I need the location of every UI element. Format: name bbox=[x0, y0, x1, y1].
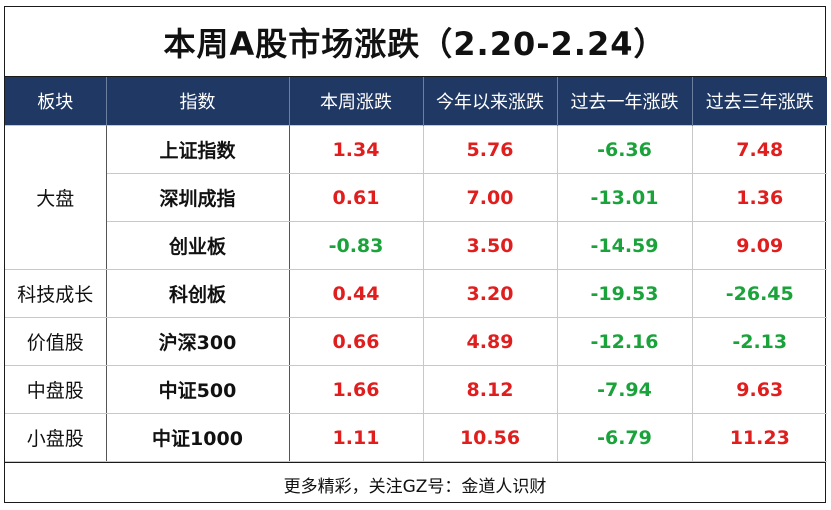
one-year-change: -19.53 bbox=[556, 269, 693, 318]
ytd-change: 8.12 bbox=[422, 365, 558, 414]
table-row: 大盘 上证指数 1.34 5.76 -6.36 7.48 bbox=[5, 125, 827, 270]
ytd-change: 3.50 bbox=[422, 221, 558, 270]
three-year-change: -26.45 bbox=[691, 269, 827, 318]
index-name: 中证500 bbox=[105, 365, 290, 414]
one-year-change: -6.36 bbox=[556, 125, 693, 174]
group-mid-cap: 中盘股 bbox=[5, 365, 107, 414]
week-change: 0.66 bbox=[288, 317, 424, 366]
ytd-change: 10.56 bbox=[422, 413, 558, 462]
table-row: 中盘股 中证500 1.66 8.12 -7.94 9.63 bbox=[5, 365, 827, 414]
week-change: 1.66 bbox=[288, 365, 424, 414]
header-one-year-change: 过去一年涨跌 bbox=[556, 77, 692, 126]
three-year-change: -2.13 bbox=[691, 317, 827, 366]
group-tech-growth: 科技成长 bbox=[5, 269, 107, 318]
table-row: 深圳成指 0.61 7.00 -13.01 1.36 bbox=[5, 173, 827, 222]
week-change: -0.83 bbox=[288, 221, 424, 270]
index-name: 科创板 bbox=[105, 269, 290, 318]
three-year-change: 9.63 bbox=[691, 365, 827, 414]
group-value: 价值股 bbox=[5, 317, 107, 366]
one-year-change: -7.94 bbox=[556, 365, 693, 414]
index-name: 深圳成指 bbox=[106, 173, 290, 222]
one-year-change: -13.01 bbox=[556, 173, 693, 222]
group-large-cap: 大盘 bbox=[5, 125, 107, 270]
week-change: 0.61 bbox=[288, 173, 424, 222]
three-year-change: 11.23 bbox=[691, 413, 827, 462]
ytd-change: 7.00 bbox=[422, 173, 558, 222]
one-year-change: -14.59 bbox=[556, 221, 693, 270]
table-row: 价值股 沪深300 0.66 4.89 -12.16 -2.13 bbox=[5, 317, 827, 366]
week-change: 1.34 bbox=[288, 125, 424, 174]
three-year-change: 7.48 bbox=[691, 125, 827, 174]
table-frame: 本周A股市场涨跌（2.20-2.24） 板块 指数 本周涨跌 今年以来涨跌 过去… bbox=[4, 6, 827, 506]
one-year-change: -6.79 bbox=[556, 413, 693, 462]
table-row: 科技成长 科创板 0.44 3.20 -19.53 -26.45 bbox=[5, 269, 827, 318]
header-week-change: 本周涨跌 bbox=[288, 77, 423, 126]
index-name: 沪深300 bbox=[105, 317, 290, 366]
index-name: 中证1000 bbox=[105, 413, 290, 462]
footer-note: 更多精彩，关注GZ号：金道人识财 bbox=[5, 462, 825, 506]
header-three-year-change: 过去三年涨跌 bbox=[691, 77, 827, 126]
market-table: 板块 指数 本周涨跌 今年以来涨跌 过去一年涨跌 过去三年涨跌 大盘 上证指数 … bbox=[5, 77, 827, 462]
table-title: 本周A股市场涨跌（2.20-2.24） bbox=[5, 7, 825, 77]
three-year-change: 1.36 bbox=[691, 173, 827, 222]
table-row: 小盘股 中证1000 1.11 10.56 -6.79 11.23 bbox=[5, 413, 827, 462]
one-year-change: -12.16 bbox=[556, 317, 693, 366]
group-small-cap: 小盘股 bbox=[5, 413, 107, 462]
ytd-change: 5.76 bbox=[422, 125, 558, 174]
header-ytd-change: 今年以来涨跌 bbox=[422, 77, 557, 126]
three-year-change: 9.09 bbox=[691, 221, 827, 270]
ytd-change: 3.20 bbox=[422, 269, 558, 318]
index-name: 上证指数 bbox=[105, 125, 290, 174]
header-row: 板块 指数 本周涨跌 今年以来涨跌 过去一年涨跌 过去三年涨跌 bbox=[5, 77, 827, 126]
index-name: 创业板 bbox=[106, 221, 290, 270]
ytd-change: 4.89 bbox=[422, 317, 558, 366]
header-index: 指数 bbox=[105, 77, 289, 126]
table-row: 创业板 -0.83 3.50 -14.59 9.09 bbox=[5, 221, 827, 270]
week-change: 1.11 bbox=[288, 413, 424, 462]
week-change: 0.44 bbox=[288, 269, 424, 318]
header-sector: 板块 bbox=[5, 77, 106, 126]
